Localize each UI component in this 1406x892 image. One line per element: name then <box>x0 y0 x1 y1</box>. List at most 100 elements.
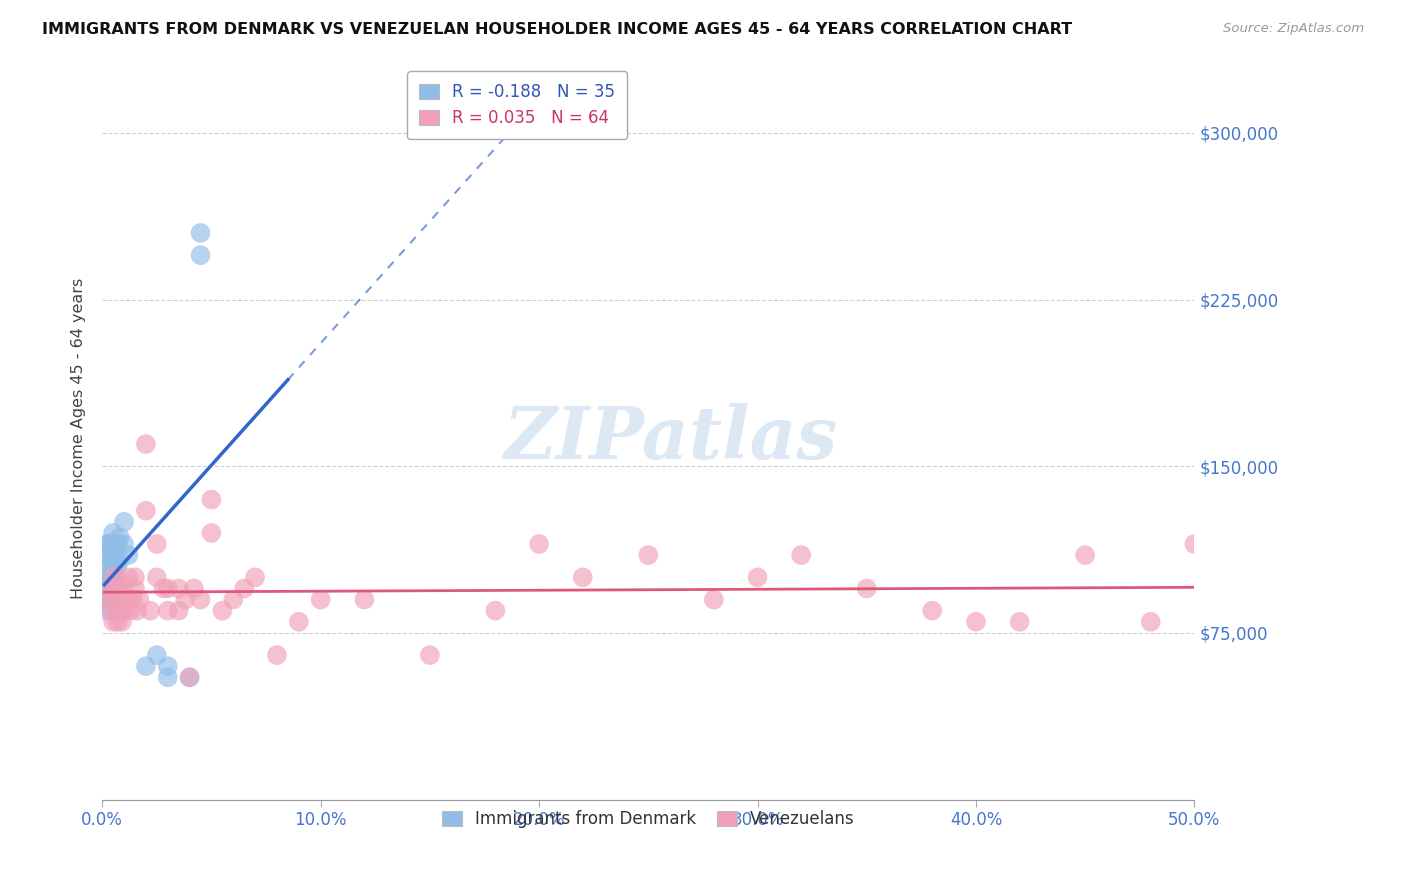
Point <box>152 582 174 596</box>
Point <box>146 570 169 584</box>
Point <box>200 525 222 540</box>
Point <box>108 530 131 544</box>
Text: Source: ZipAtlas.com: Source: ZipAtlas.com <box>1223 22 1364 36</box>
Point <box>703 592 725 607</box>
Point <box>128 592 150 607</box>
Y-axis label: Householder Income Ages 45 - 64 years: Householder Income Ages 45 - 64 years <box>72 277 86 599</box>
Point <box>117 548 139 562</box>
Point <box>107 592 129 607</box>
Point <box>135 437 157 451</box>
Point <box>96 537 118 551</box>
Point <box>855 582 877 596</box>
Point <box>288 615 311 629</box>
Point <box>747 570 769 584</box>
Point <box>107 537 129 551</box>
Point <box>108 552 131 566</box>
Point <box>124 570 146 584</box>
Point <box>100 537 122 551</box>
Point <box>200 492 222 507</box>
Point <box>112 582 135 596</box>
Point <box>100 570 122 584</box>
Point <box>97 559 120 574</box>
Point <box>353 592 375 607</box>
Point <box>112 604 135 618</box>
Point <box>107 559 129 574</box>
Point <box>179 670 201 684</box>
Point <box>104 548 127 562</box>
Point <box>183 582 205 596</box>
Point <box>101 592 124 607</box>
Point <box>156 604 179 618</box>
Point <box>112 537 135 551</box>
Point <box>97 548 120 562</box>
Point <box>117 570 139 584</box>
Point <box>309 592 332 607</box>
Point <box>419 648 441 662</box>
Point <box>1184 537 1206 551</box>
Point <box>101 570 124 584</box>
Point <box>112 515 135 529</box>
Point <box>117 592 139 607</box>
Point <box>97 570 120 584</box>
Point <box>135 659 157 673</box>
Point <box>111 592 134 607</box>
Point <box>96 604 118 618</box>
Point <box>146 648 169 662</box>
Point <box>127 604 149 618</box>
Point <box>100 604 122 618</box>
Point <box>484 604 506 618</box>
Point <box>190 226 212 240</box>
Point <box>190 248 212 262</box>
Point <box>190 592 212 607</box>
Point <box>243 570 266 584</box>
Point <box>139 604 162 618</box>
Point <box>146 537 169 551</box>
Point <box>97 592 120 607</box>
Point <box>156 670 179 684</box>
Point <box>120 604 142 618</box>
Point <box>211 604 233 618</box>
Point <box>108 604 131 618</box>
Point <box>135 504 157 518</box>
Point <box>97 537 120 551</box>
Point <box>97 597 120 611</box>
Point <box>97 582 120 596</box>
Point <box>101 525 124 540</box>
Point <box>156 659 179 673</box>
Point <box>101 570 124 584</box>
Legend: Immigrants from Denmark, Venezuelans: Immigrants from Denmark, Venezuelans <box>436 803 862 835</box>
Point <box>101 548 124 562</box>
Point <box>1074 548 1097 562</box>
Point <box>101 582 124 596</box>
Point <box>104 570 127 584</box>
Point <box>107 615 129 629</box>
Point <box>222 592 245 607</box>
Point <box>100 592 122 607</box>
Point <box>107 570 129 584</box>
Point <box>921 604 943 618</box>
Point <box>111 615 134 629</box>
Point <box>965 615 987 629</box>
Text: ZIPatlas: ZIPatlas <box>503 403 837 474</box>
Point <box>790 548 813 562</box>
Point <box>96 552 118 566</box>
Point <box>100 582 122 596</box>
Point <box>637 548 659 562</box>
Point <box>1008 615 1031 629</box>
Point <box>1139 615 1161 629</box>
Point <box>121 592 143 607</box>
Point <box>108 582 131 596</box>
Point <box>233 582 256 596</box>
Point <box>124 582 146 596</box>
Point <box>179 670 201 684</box>
Point <box>104 604 127 618</box>
Point <box>527 537 550 551</box>
Text: IMMIGRANTS FROM DENMARK VS VENEZUELAN HOUSEHOLDER INCOME AGES 45 - 64 YEARS CORR: IMMIGRANTS FROM DENMARK VS VENEZUELAN HO… <box>42 22 1073 37</box>
Point <box>167 604 190 618</box>
Point <box>571 570 593 584</box>
Point <box>96 582 118 596</box>
Point <box>100 552 122 566</box>
Point <box>96 570 118 584</box>
Point <box>266 648 288 662</box>
Point <box>174 592 197 607</box>
